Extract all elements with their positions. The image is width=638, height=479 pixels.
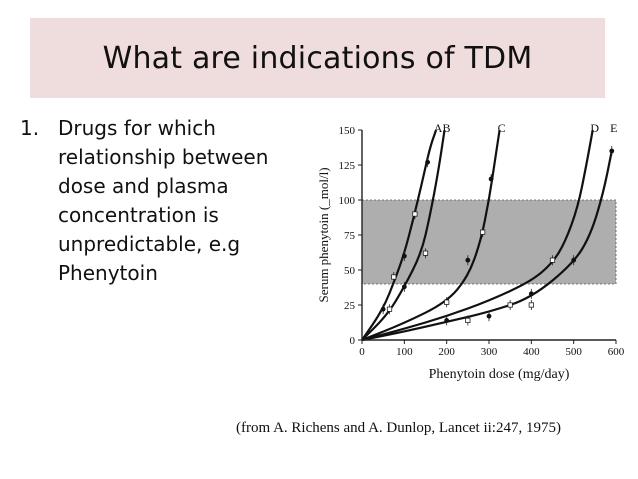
data-point xyxy=(528,291,534,297)
y-tick-label: 125 xyxy=(339,160,356,172)
therapeutic-band xyxy=(361,199,617,285)
series-label-B: B xyxy=(443,121,451,135)
data-point xyxy=(412,211,418,217)
list-line: concentration is xyxy=(58,203,219,227)
x-tick-label: 0 xyxy=(359,346,365,358)
data-point xyxy=(488,176,494,182)
data-point xyxy=(571,257,577,263)
y-tick-label: 100 xyxy=(339,195,356,207)
list-line: dose and plasma xyxy=(58,174,229,198)
data-point xyxy=(486,313,492,319)
data-point xyxy=(507,302,513,308)
series-label-E: E xyxy=(610,121,617,135)
data-point xyxy=(528,302,534,308)
series-line-D xyxy=(361,129,594,342)
y-tick-label: 150 xyxy=(339,125,356,137)
series-line-A xyxy=(361,129,438,341)
series-label-D: D xyxy=(590,121,599,135)
data-point xyxy=(609,148,615,154)
data-point xyxy=(401,284,407,290)
series-line-B xyxy=(361,129,446,341)
data-point xyxy=(401,253,407,259)
x-tick-label: 100 xyxy=(396,346,413,358)
list-line: Drugs for which xyxy=(58,116,216,140)
y-tick-label: 0 xyxy=(350,335,356,347)
x-tick-label: 300 xyxy=(481,346,498,358)
data-point xyxy=(391,274,397,280)
x-tick-label: 500 xyxy=(565,346,582,358)
data-point xyxy=(425,159,431,165)
x-tick-label: 600 xyxy=(608,346,625,358)
series-label-A: A xyxy=(434,121,443,135)
data-point xyxy=(465,257,471,263)
data-point xyxy=(444,299,450,305)
data-point xyxy=(422,250,429,256)
series-label-C: C xyxy=(498,121,506,135)
list-item-text: Drugs for which relationship between dos… xyxy=(58,114,313,288)
data-point xyxy=(444,318,450,323)
list-number: 1. xyxy=(20,116,40,140)
data-point xyxy=(549,257,556,263)
list-line: unpredictable, e.g xyxy=(58,232,241,256)
x-axis-label: Phenytoin dose (mg/day) xyxy=(429,367,570,382)
y-tick-label: 50 xyxy=(344,265,356,277)
data-point xyxy=(380,306,386,312)
y-tick-label: 25 xyxy=(344,300,356,312)
list-line: Phenytoin xyxy=(58,261,158,285)
citation: (from A. Richens and A. Dunlop, Lancet i… xyxy=(236,420,561,436)
x-tick-label: 200 xyxy=(438,346,455,358)
x-tick-label: 400 xyxy=(523,346,540,358)
slide-title: What are indications of TDM xyxy=(102,40,533,76)
data-point xyxy=(480,229,486,235)
data-point xyxy=(465,317,471,323)
y-tick-label: 75 xyxy=(344,230,356,242)
list-line: relationship between xyxy=(58,145,269,169)
y-axis-label: Serum phenytoin (_mol/l) xyxy=(316,167,331,302)
title-bar: What are indications of TDM xyxy=(30,18,605,98)
data-point xyxy=(386,306,393,312)
